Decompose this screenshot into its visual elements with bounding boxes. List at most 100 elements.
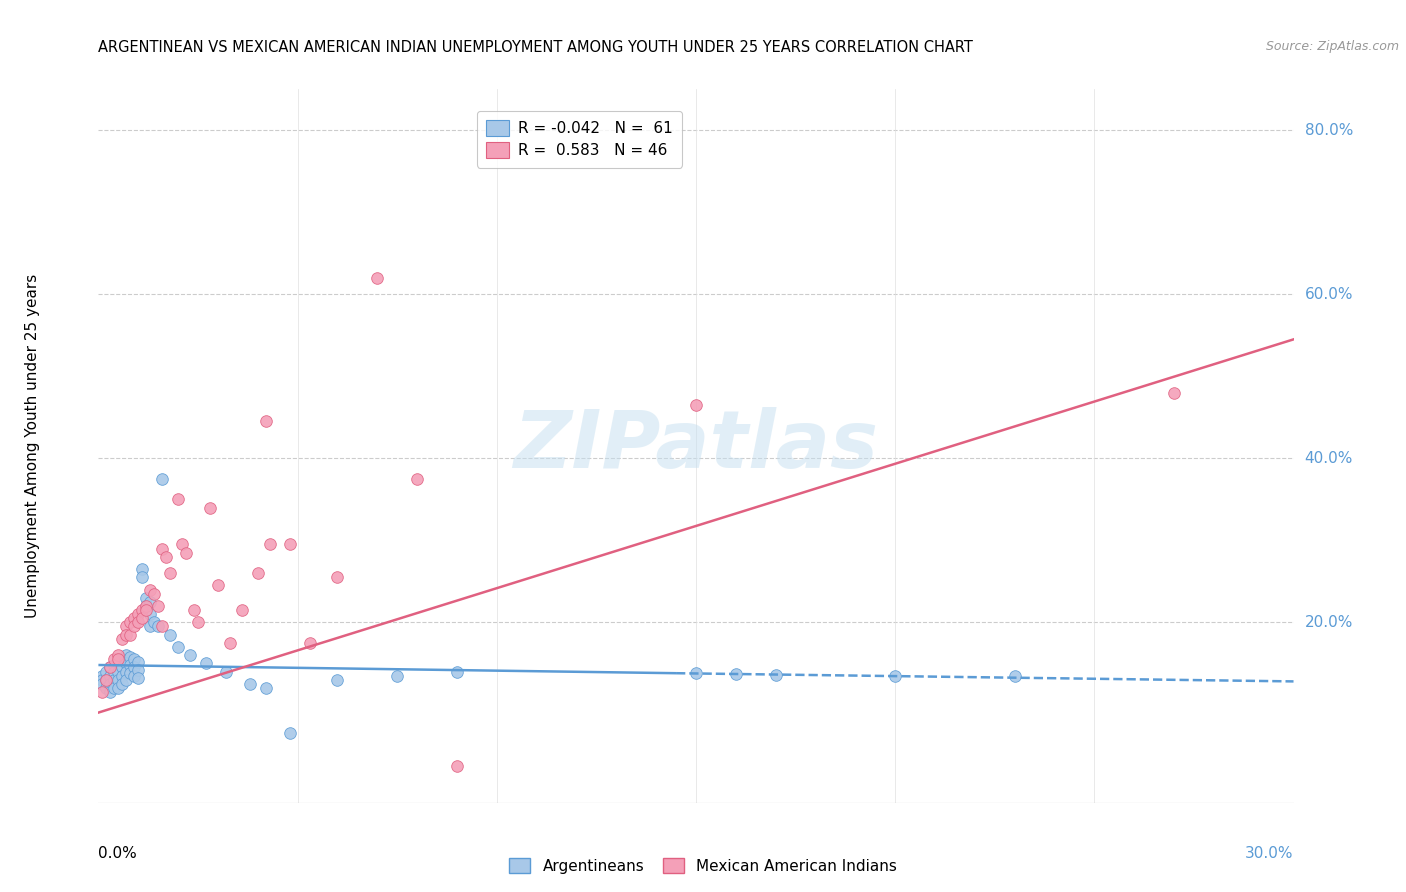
Point: [135, 603, 157, 617]
Text: Source: ZipAtlas.com: Source: ZipAtlas.com: [1265, 40, 1399, 54]
Point: [194, 657, 218, 671]
Point: [207, 578, 229, 592]
Point: [1004, 669, 1026, 683]
Point: [685, 666, 707, 681]
Point: [259, 537, 281, 551]
Point: [127, 607, 149, 622]
Point: [139, 582, 162, 597]
Point: [124, 660, 146, 674]
Point: [115, 665, 138, 679]
Point: [103, 681, 125, 695]
Point: [143, 587, 166, 601]
Point: [124, 611, 146, 625]
Point: [96, 665, 118, 679]
Point: [131, 603, 153, 617]
Point: [98, 685, 122, 699]
Text: 0.0%: 0.0%: [98, 846, 138, 861]
Point: [198, 500, 221, 515]
Point: [219, 636, 242, 650]
Point: [98, 668, 122, 682]
Point: [111, 677, 134, 691]
Point: [98, 660, 122, 674]
Point: [135, 599, 157, 613]
Point: [326, 570, 349, 584]
Point: [155, 549, 177, 564]
Point: [120, 658, 142, 673]
Point: [115, 627, 138, 641]
Point: [685, 398, 707, 412]
Point: [366, 270, 388, 285]
Point: [111, 660, 134, 674]
Point: [150, 472, 173, 486]
Point: [385, 668, 409, 682]
Point: [135, 599, 157, 613]
Point: [215, 665, 238, 679]
Text: 30.0%: 30.0%: [1246, 846, 1294, 861]
Point: [131, 562, 153, 576]
Point: [406, 472, 429, 486]
Point: [179, 648, 201, 662]
Point: [159, 627, 181, 641]
Point: [120, 649, 142, 664]
Point: [96, 673, 118, 687]
Point: [96, 681, 118, 695]
Point: [139, 619, 162, 633]
Point: [115, 673, 138, 687]
Point: [724, 667, 747, 681]
Point: [127, 615, 149, 630]
Point: [446, 665, 468, 679]
Point: [150, 541, 173, 556]
Legend: R = -0.042   N =  61, R =  0.583   N = 46: R = -0.042 N = 61, R = 0.583 N = 46: [477, 112, 682, 168]
Point: [135, 591, 157, 605]
Text: Unemployment Among Youth under 25 years: Unemployment Among Youth under 25 years: [25, 274, 41, 618]
Point: [115, 657, 138, 671]
Point: [131, 570, 153, 584]
Point: [107, 652, 129, 666]
Point: [103, 673, 125, 687]
Point: [115, 619, 138, 633]
Text: 40.0%: 40.0%: [1305, 450, 1353, 466]
Point: [765, 668, 787, 682]
Text: ZIPatlas: ZIPatlas: [513, 407, 879, 485]
Point: [98, 660, 122, 674]
Point: [187, 615, 209, 630]
Point: [91, 685, 114, 699]
Point: [278, 726, 301, 740]
Point: [120, 615, 142, 630]
Legend: Argentineans, Mexican American Indians: Argentineans, Mexican American Indians: [503, 852, 903, 880]
Point: [124, 619, 146, 633]
Point: [148, 599, 170, 613]
Text: 80.0%: 80.0%: [1305, 123, 1353, 137]
Point: [254, 681, 277, 695]
Point: [239, 677, 262, 691]
Point: [115, 648, 138, 662]
Point: [167, 492, 190, 507]
Point: [98, 677, 122, 691]
Point: [103, 658, 125, 673]
Point: [107, 673, 129, 687]
Point: [120, 627, 142, 641]
Text: 20.0%: 20.0%: [1305, 615, 1353, 630]
Point: [127, 671, 149, 685]
Point: [91, 677, 114, 691]
Point: [107, 681, 129, 695]
Point: [103, 652, 125, 666]
Point: [326, 673, 349, 687]
Point: [254, 414, 277, 428]
Point: [183, 603, 205, 617]
Point: [107, 648, 129, 662]
Point: [167, 640, 190, 654]
Point: [143, 615, 166, 630]
Point: [107, 665, 129, 679]
Point: [111, 668, 134, 682]
Point: [91, 673, 114, 687]
Point: [884, 668, 907, 682]
Point: [103, 665, 125, 679]
Point: [246, 566, 269, 581]
Point: [298, 636, 321, 650]
Point: [446, 759, 468, 773]
Point: [231, 603, 253, 617]
Point: [139, 595, 162, 609]
Point: [131, 611, 153, 625]
Point: [278, 537, 301, 551]
